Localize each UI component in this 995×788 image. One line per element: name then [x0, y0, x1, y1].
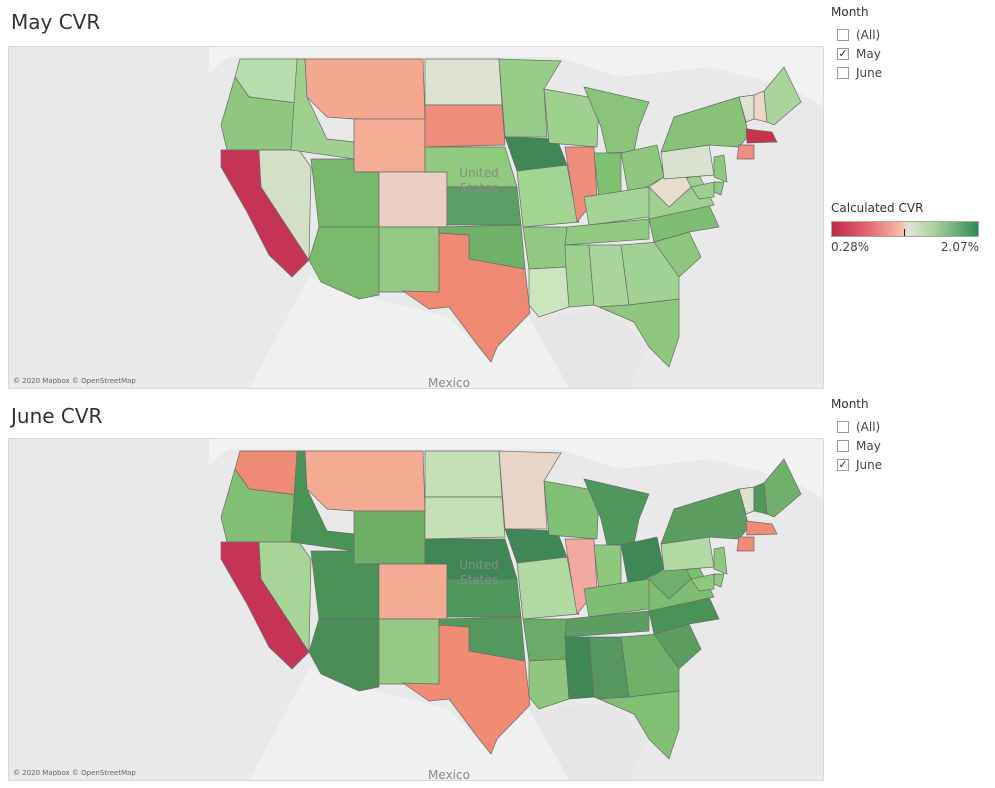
option-label: (All)	[856, 419, 881, 434]
checkbox-checked[interactable]: ✓	[837, 47, 849, 60]
filter-title: Month	[831, 5, 869, 19]
state-co[interactable]	[378, 171, 448, 228]
state-ct[interactable]	[736, 536, 755, 552]
state-ct[interactable]	[736, 144, 755, 160]
state-nj[interactable]	[713, 546, 728, 575]
state-fl[interactable]	[598, 690, 680, 760]
option-label: June	[856, 457, 883, 472]
state-ga[interactable]	[620, 633, 680, 698]
state-wy[interactable]	[353, 510, 426, 565]
country-label-united-states: States	[460, 181, 498, 195]
checkbox[interactable]	[837, 420, 849, 433]
month-filter-june: Month (All) May ✓ June	[831, 397, 991, 474]
state-me[interactable]	[763, 66, 802, 126]
state-mn[interactable]	[498, 58, 562, 138]
state-me[interactable]	[763, 458, 802, 518]
country-label-mexico: Mexico	[428, 376, 470, 388]
choropleth-map-may[interactable]: United States Mexico © 2020 Mapbox © OpenS…	[8, 46, 824, 389]
country-label-united-states: United	[459, 166, 498, 180]
month-filter-may: Month (All) ✓ May June	[831, 5, 991, 82]
state-tn[interactable]	[564, 610, 650, 638]
state-co[interactable]	[378, 563, 448, 620]
state-mt[interactable]	[304, 450, 426, 512]
state-tn[interactable]	[564, 218, 650, 246]
legend-title: Calculated CVR	[831, 201, 924, 215]
state-de[interactable]	[713, 573, 725, 588]
checkbox[interactable]	[837, 439, 849, 452]
state-fl[interactable]	[598, 298, 680, 368]
state-ny[interactable]	[660, 488, 750, 545]
gulf-water	[529, 312, 649, 388]
legend-min-label: 0.28%	[831, 240, 870, 254]
state-la[interactable]	[528, 658, 570, 710]
state-wi[interactable]	[543, 480, 600, 540]
country-label-united-states: States	[460, 573, 498, 587]
option-label: June	[856, 65, 883, 80]
state-ar[interactable]	[522, 618, 570, 662]
filter-option-may[interactable]: May	[831, 436, 991, 455]
country-label-united-states: United	[459, 558, 498, 572]
country-label-mexico: Mexico	[428, 768, 470, 780]
filter-title: Month	[831, 397, 869, 411]
state-de[interactable]	[713, 181, 725, 196]
mexico-land	[249, 669, 609, 780]
canada-land	[209, 47, 823, 107]
option-label: May	[856, 46, 881, 61]
state-nm[interactable]	[378, 226, 440, 293]
state-ma[interactable]	[745, 128, 778, 144]
filter-option-all[interactable]: (All)	[831, 25, 991, 44]
map-credit: © 2020 Mapbox © OpenStreetMap	[13, 377, 136, 385]
color-ramp	[831, 221, 979, 237]
state-ar[interactable]	[522, 226, 570, 270]
state-ma[interactable]	[745, 520, 778, 536]
state-sd[interactable]	[424, 496, 506, 540]
state-nd[interactable]	[424, 58, 503, 106]
filter-option-may[interactable]: ✓ May	[831, 44, 991, 63]
state-wi[interactable]	[543, 88, 600, 148]
canada-land	[209, 439, 823, 499]
ramp-midpoint-tick	[904, 229, 905, 236]
legend-max-label: 2.07%	[940, 240, 979, 254]
option-label: (All)	[856, 27, 881, 42]
filter-option-all[interactable]: (All)	[831, 417, 991, 436]
state-tx[interactable]	[401, 624, 531, 755]
filter-option-june[interactable]: June	[831, 63, 991, 82]
choropleth-map-june[interactable]: United States Mexico © 2020 Mapbox © OpenS…	[8, 438, 824, 781]
mexico-land	[249, 277, 609, 388]
state-ms[interactable]	[564, 244, 595, 308]
gulf-water	[529, 704, 649, 780]
state-mt[interactable]	[304, 58, 426, 120]
state-nj[interactable]	[713, 154, 728, 183]
color-legend: Calculated CVR 0.28% 2.07%	[831, 201, 981, 254]
state-ga[interactable]	[620, 241, 680, 306]
state-tx[interactable]	[401, 232, 531, 363]
state-sd[interactable]	[424, 104, 506, 148]
filter-option-june[interactable]: ✓ June	[831, 455, 991, 474]
map-title: May CVR	[11, 10, 101, 34]
map-credit: © 2020 Mapbox © OpenStreetMap	[13, 769, 136, 777]
checkbox[interactable]	[837, 66, 849, 79]
state-md[interactable]	[690, 181, 715, 200]
option-label: May	[856, 438, 881, 453]
state-ms[interactable]	[564, 636, 595, 700]
checkbox[interactable]	[837, 28, 849, 41]
state-la[interactable]	[528, 266, 570, 318]
state-ny[interactable]	[660, 96, 750, 153]
state-mn[interactable]	[498, 450, 562, 530]
state-nm[interactable]	[378, 618, 440, 685]
state-nd[interactable]	[424, 450, 503, 498]
map-title: June CVR	[11, 404, 103, 428]
state-md[interactable]	[690, 573, 715, 592]
checkbox-checked[interactable]: ✓	[837, 458, 849, 471]
state-wy[interactable]	[353, 118, 426, 173]
